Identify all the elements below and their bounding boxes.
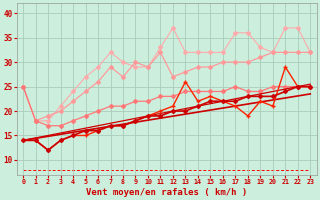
X-axis label: Vent moyen/en rafales ( km/h ): Vent moyen/en rafales ( km/h )	[86, 188, 247, 197]
